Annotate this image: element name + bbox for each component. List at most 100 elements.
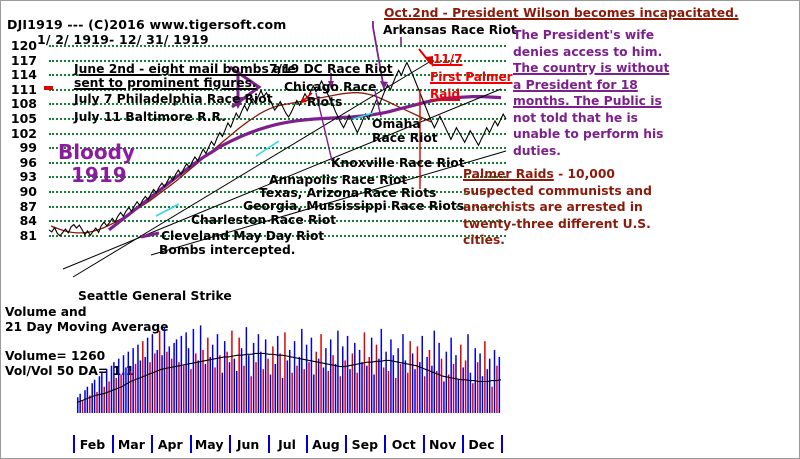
volume-bar [445, 351, 448, 413]
chart-date-range: 1/ 2/ 1919- 12/ 31/ 1919 [37, 32, 209, 47]
month-label: May [194, 437, 224, 452]
y-axis-tick: 81 [19, 227, 37, 243]
volume-bar [233, 358, 236, 413]
month-tick [150, 435, 153, 453]
volume-bar [457, 379, 460, 413]
volume-bar [325, 348, 327, 413]
annotation-chicago-line2: Riots [307, 95, 343, 109]
paragraph-line: The President's wife [513, 28, 655, 42]
watermark-line1: Bloody [58, 140, 135, 164]
y-axis-tick: 114 [10, 67, 37, 83]
palmer-raid-pointer [418, 48, 432, 65]
month-tick [189, 435, 192, 453]
annotation-dc-riot: 7/19 DC Race Riot [269, 62, 393, 76]
volume-bar [134, 363, 137, 413]
volume-bar [291, 372, 293, 413]
volume-bar [108, 381, 110, 413]
price-gridlines [1, 1, 800, 291]
annotation-bombs: Bombs intercepted. [159, 243, 296, 257]
annotation-palmer-block: Palmer Raids - 10,000 suspected communist… [463, 166, 693, 249]
volume-bar [96, 391, 98, 413]
volume-bar [125, 367, 127, 413]
volume-bar [399, 363, 402, 413]
volume-bar [257, 334, 260, 413]
month-label: Jun [236, 437, 260, 452]
volume-bar [349, 369, 351, 413]
volume-title-line1: Volume and [5, 305, 87, 319]
month-label: Dec [468, 437, 495, 452]
volume-bar [493, 349, 496, 413]
volume-bar [154, 353, 156, 413]
price-plot [48, 60, 507, 278]
watermark-line2: 1919 [71, 163, 127, 187]
volume-bar [301, 328, 303, 413]
price-close-line [48, 61, 507, 237]
y-axis-tick: 117 [10, 52, 37, 68]
price-trendline [72, 60, 432, 278]
month-tick [228, 435, 231, 453]
volume-bar [269, 374, 272, 413]
y-axis-tick: 111 [10, 81, 37, 97]
volume-bar [363, 332, 366, 413]
omaha-pointer [374, 90, 382, 118]
volume-bar [368, 356, 370, 413]
volume-bar [185, 332, 187, 413]
annotation-june2-line2: sent to prominent figures. [74, 76, 257, 90]
volume-bar [467, 334, 469, 413]
volume-bar [317, 358, 320, 413]
annotation-palmer-raid-line2: Raid [430, 87, 461, 101]
volume-bar [240, 348, 243, 413]
volume-bar [409, 341, 411, 413]
volume-bar [296, 365, 298, 413]
volume-bar [122, 355, 125, 413]
gridline [49, 176, 506, 179]
volume-bar [115, 377, 118, 413]
price-trendline [150, 150, 507, 256]
volume-bar [289, 349, 291, 413]
volume-bar [89, 395, 91, 413]
month-tick [111, 435, 114, 453]
month-label: Jul [278, 437, 296, 452]
volume-bar [351, 353, 354, 413]
paragraph-head: Palmer Raids [463, 167, 554, 181]
volume-bar [180, 335, 183, 413]
month-label: Oct [391, 437, 416, 452]
volume-bar [216, 334, 219, 413]
volume-bar [272, 346, 274, 413]
volume-bar [202, 349, 204, 413]
volume-bar [486, 369, 489, 413]
chart-title: DJI1919 --- (C)2016 www.tigersoft.com [7, 17, 287, 32]
gridline [49, 147, 506, 150]
volume-bar [293, 341, 296, 413]
red-dash-marker [44, 86, 53, 90]
volume-bar [144, 356, 146, 413]
month-tick [73, 435, 75, 453]
volume-bar [315, 351, 317, 413]
volume-bar [231, 330, 233, 413]
volume-bar [187, 348, 190, 413]
volume-bar [211, 344, 214, 413]
month-label: Sep [351, 437, 379, 452]
volume-bar [370, 337, 373, 413]
month-tick [501, 435, 503, 453]
y-axis-tick: 84 [19, 213, 37, 229]
volume-bar [262, 369, 264, 413]
volume-bar [173, 342, 175, 413]
gridline [49, 234, 506, 237]
volume-bar [252, 342, 255, 413]
volume-bar [320, 334, 322, 413]
annotation-july7: July 7 Philadelphia Race Riot [74, 92, 273, 106]
volume-bar [464, 360, 467, 413]
month-label: Apr [157, 437, 183, 452]
volume-bar [455, 355, 457, 413]
paragraph-line: cities. [463, 233, 505, 247]
oct2-arrowhead [380, 81, 388, 89]
volume-bar [79, 393, 81, 413]
volume-bar [305, 344, 308, 413]
paragraph-line: suspected communists and [463, 183, 652, 198]
y-axis-tick: 96 [19, 154, 37, 170]
volume-bar [255, 362, 257, 413]
volume-bar [93, 379, 96, 413]
paragraph-line: anarchists are arrested in [463, 200, 643, 214]
volume-bar [113, 362, 115, 413]
